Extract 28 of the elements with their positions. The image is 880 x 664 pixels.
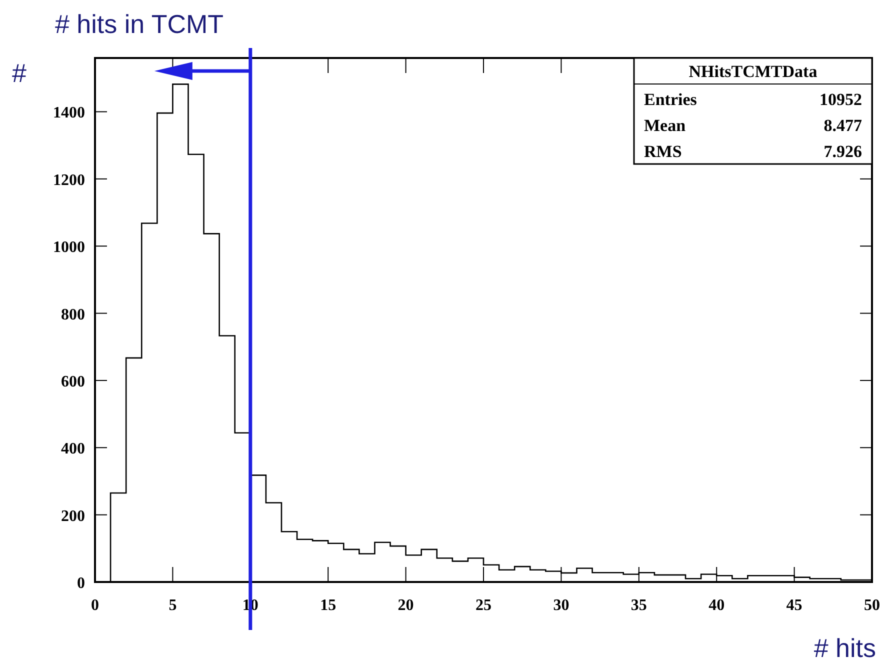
x-tick-label: 45 [786, 597, 802, 614]
x-tick-label: 50 [864, 597, 880, 614]
annotation: 8.477 [824, 116, 862, 135]
annotation: Mean [644, 116, 686, 135]
annotation: 7.926 [824, 142, 862, 161]
y-axis-title: # [12, 58, 27, 88]
annotation: 10952 [820, 90, 862, 109]
y-tick-label: 800 [61, 306, 85, 324]
x-tick-label: 5 [168, 597, 177, 614]
y-tick-label: 0 [77, 575, 85, 592]
annotation: Entries [644, 90, 698, 109]
y-tick-label: 1400 [53, 104, 85, 122]
y-tick-label: 400 [61, 440, 85, 458]
x-axis-title: # hits [814, 633, 876, 663]
x-tick-label: 30 [553, 597, 570, 614]
y-tick-label: 600 [61, 373, 85, 390]
x-tick-label: 35 [630, 597, 647, 614]
x-tick-label: 0 [91, 597, 99, 614]
annotation: NHitsTCMTData [688, 62, 818, 81]
x-tick-label: 15 [320, 597, 336, 614]
y-tick-label: 1000 [53, 239, 85, 256]
y-tick-label: 200 [61, 508, 85, 525]
x-tick-label: 40 [708, 597, 725, 614]
x-tick-label: 25 [476, 597, 492, 614]
chart-title: # hits in TCMT [55, 9, 224, 39]
y-tick-label: 1200 [53, 172, 85, 189]
annotation: RMS [644, 142, 682, 161]
x-tick-label: 20 [398, 597, 414, 614]
